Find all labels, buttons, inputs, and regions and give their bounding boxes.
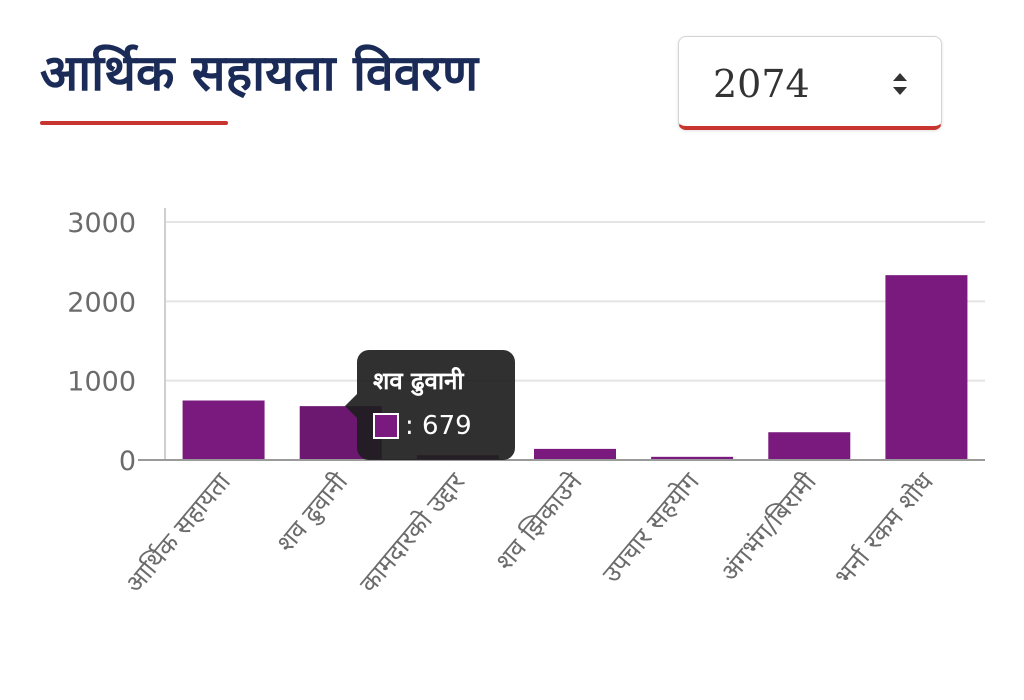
tooltip-color-swatch — [373, 413, 399, 439]
year-select-value: 2074 — [713, 62, 810, 106]
bar — [651, 456, 734, 460]
y-tick-label: 0 — [119, 446, 136, 477]
up-down-arrows-icon — [893, 73, 907, 95]
tooltip-row: : 679 — [373, 411, 499, 441]
page-title: आर्थिक सहायता विवरण — [40, 44, 479, 102]
x-tick-label: शव झिकाउने — [490, 466, 588, 575]
bar — [885, 275, 968, 460]
y-tick-label: 3000 — [67, 208, 136, 239]
x-tick-label: अंगभंग/बिरामी — [715, 467, 822, 587]
tooltip-value: : 679 — [405, 411, 472, 441]
y-tick-label: 2000 — [67, 287, 136, 318]
x-tick-label: कामदारको उद्दार — [354, 467, 471, 599]
y-tick-label: 1000 — [67, 367, 136, 398]
title-underline — [40, 121, 228, 125]
chart-tooltip: शव ढुवानी : 679 — [345, 350, 515, 460]
x-tick-label: आर्थिक सहायता — [119, 467, 236, 599]
year-select[interactable]: 2074 — [678, 36, 942, 130]
x-tick-label: शव ढुवानी — [271, 467, 355, 558]
x-tick-label: भर्ना रकम शोध — [829, 467, 940, 591]
x-tick-label: उपचार सहयोग — [597, 467, 706, 589]
bar — [534, 448, 616, 460]
tooltip-title: शव ढुवानी — [373, 367, 464, 395]
bar — [182, 400, 265, 460]
bar — [768, 432, 851, 460]
